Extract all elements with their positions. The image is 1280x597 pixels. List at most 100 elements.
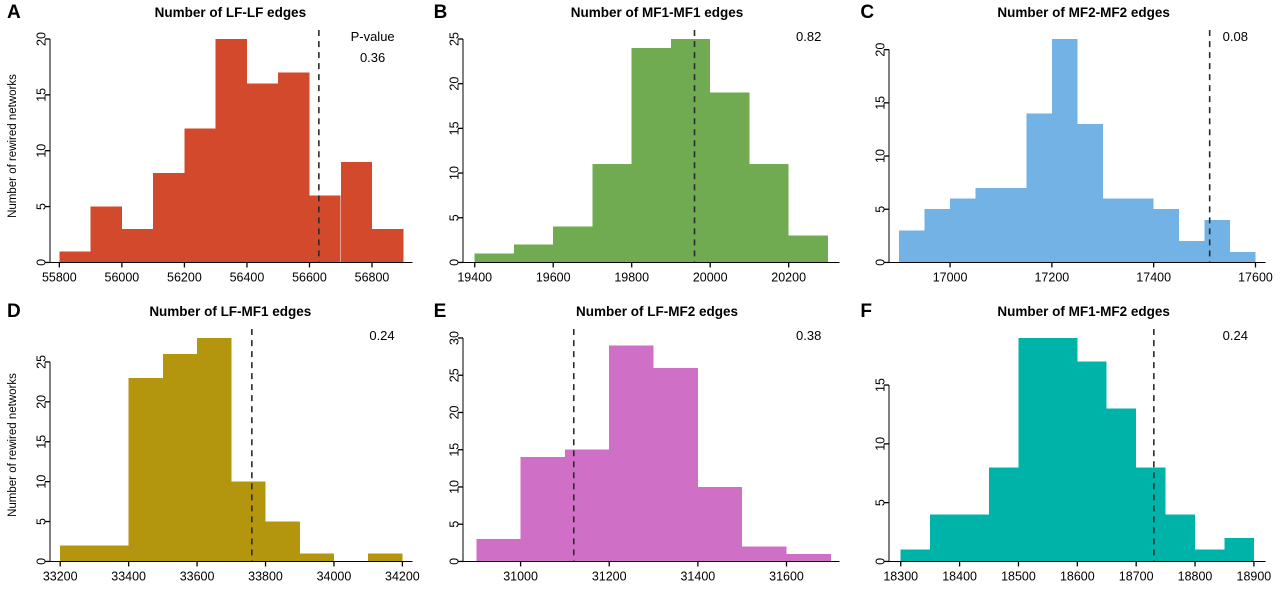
y-axis-label-a: Number of rewired networks: [7, 74, 19, 218]
svg-text:33400: 33400: [111, 569, 146, 583]
panel-d: D Number of LF-MF1 edges Number of rewir…: [0, 299, 427, 597]
panel-letter-a: A: [7, 2, 21, 23]
svg-text:17200: 17200: [1035, 270, 1070, 284]
y-axis-label-e: [433, 355, 447, 535]
p-value: 0.24: [369, 327, 395, 343]
p-value-annotation-a: P-value 0.36: [351, 27, 395, 69]
histogram-lf-lf: 55800 56000 56200 56400 56600 56800 0 5 10 15 20: [34, 30, 413, 284]
panel-f: F Number of MF1-MF2 edges 0.24 18300 1840…: [853, 299, 1280, 597]
svg-text:15: 15: [874, 378, 888, 392]
p-value-annotation-b: 0.82: [796, 27, 821, 48]
y-axis-label-f: [859, 355, 873, 535]
svg-text:10: 10: [874, 436, 888, 450]
svg-text:33600: 33600: [180, 569, 215, 583]
svg-text:0: 0: [447, 557, 461, 564]
histogram-lf-mf2: 31000 31200 31400 31600 0 5 10 15 20 25 30: [447, 328, 840, 583]
svg-text:56000: 56000: [105, 270, 140, 284]
svg-text:33800: 33800: [248, 569, 283, 583]
svg-text:17600: 17600: [1238, 270, 1273, 284]
svg-text:18300: 18300: [884, 569, 919, 583]
svg-text:17000: 17000: [933, 270, 968, 284]
svg-text:18700: 18700: [1119, 569, 1154, 583]
p-value: 0.36: [359, 49, 386, 65]
p-value-annotation-f: 0.24: [1223, 326, 1248, 347]
panel-c: C Number of MF2-MF2 edges 0.08 17000 1720…: [853, 0, 1280, 299]
histogram-mf1-mf1: 19400 19600 19800 20000 20200 0 5 10 15 20 25: [447, 30, 840, 284]
p-value: 0.24: [1222, 327, 1248, 343]
svg-text:5: 5: [874, 499, 888, 506]
svg-text:0: 0: [34, 259, 48, 266]
svg-text:25: 25: [447, 32, 461, 46]
svg-text:18900: 18900: [1237, 569, 1272, 583]
panel-letter-b: B: [433, 2, 448, 23]
panel-title-b: Number of MF1-MF1 edges: [570, 5, 744, 20]
p-value: 0.08: [1222, 29, 1248, 44]
y-axis-label-d: Number of rewired networks: [7, 372, 19, 517]
p-value: 0.82: [796, 29, 822, 44]
svg-text:17400: 17400: [1137, 270, 1172, 284]
p-value-label: P-value: [350, 29, 395, 44]
svg-text:0: 0: [447, 259, 461, 266]
panel-letter-d: D: [7, 300, 21, 322]
p-value-annotation-d: 0.24: [369, 326, 394, 347]
panel-letter-e: E: [433, 300, 447, 322]
svg-text:10: 10: [447, 479, 461, 493]
y-axis-label-c: [859, 56, 873, 236]
svg-text:33200: 33200: [43, 569, 78, 583]
svg-text:20: 20: [34, 394, 48, 408]
svg-text:5: 5: [34, 203, 48, 210]
svg-text:31200: 31200: [592, 569, 627, 583]
svg-text:34000: 34000: [317, 569, 352, 583]
svg-text:18800: 18800: [1178, 569, 1213, 583]
svg-text:19800: 19800: [614, 270, 649, 284]
svg-text:20200: 20200: [771, 270, 806, 284]
panel-title-c: Number of MF2-MF2 edges: [997, 5, 1170, 20]
panel-b: B Number of MF1-MF1 edges 0.82 19400 1960…: [427, 0, 854, 299]
svg-text:18600: 18600: [1060, 569, 1095, 583]
svg-text:20: 20: [447, 77, 461, 91]
svg-text:19400: 19400: [457, 270, 492, 284]
histogram-mf1-mf2: 18300 18400 18500 18600 18700 18800 18900 0 5 10 1…: [874, 328, 1272, 583]
svg-text:56600: 56600: [292, 270, 327, 284]
p-value-annotation-e: 0.38: [796, 326, 821, 347]
svg-text:5: 5: [447, 214, 461, 221]
svg-text:15: 15: [34, 434, 48, 448]
svg-text:55800: 55800: [42, 270, 77, 284]
svg-text:10: 10: [874, 149, 888, 163]
svg-text:0: 0: [874, 259, 888, 266]
svg-text:10: 10: [34, 474, 48, 488]
svg-text:10: 10: [447, 166, 461, 180]
svg-text:15: 15: [447, 121, 461, 135]
svg-text:30: 30: [447, 330, 461, 344]
svg-text:5: 5: [34, 518, 48, 525]
svg-text:20: 20: [447, 405, 461, 419]
svg-text:15: 15: [34, 88, 48, 102]
histogram-lf-mf1: 33200 33400 33600 33800 34000 34200 0 5 10 15 20 25: [34, 328, 420, 583]
svg-text:56200: 56200: [167, 270, 202, 284]
svg-text:10: 10: [34, 144, 48, 158]
svg-text:20000: 20000: [692, 270, 727, 284]
svg-text:0: 0: [34, 557, 48, 564]
svg-text:25: 25: [447, 368, 461, 382]
svg-text:20: 20: [874, 43, 888, 57]
svg-text:34200: 34200: [385, 569, 420, 583]
panel-title-d: Number of LF-MF1 edges: [149, 303, 312, 319]
svg-text:15: 15: [874, 96, 888, 110]
svg-text:5: 5: [874, 206, 888, 213]
panel-a: A Number of LF-LF edges Number of rewire…: [0, 0, 427, 299]
svg-text:56800: 56800: [355, 270, 390, 284]
svg-text:31000: 31000: [503, 569, 538, 583]
svg-text:25: 25: [34, 354, 48, 368]
y-axis-label-b: [433, 56, 447, 236]
svg-text:18400: 18400: [943, 569, 978, 583]
svg-text:18500: 18500: [1001, 569, 1036, 583]
svg-text:31600: 31600: [769, 569, 804, 583]
svg-text:15: 15: [447, 442, 461, 456]
p-value-annotation-c: 0.08: [1223, 27, 1248, 48]
svg-text:19600: 19600: [536, 270, 571, 284]
panel-letter-c: C: [860, 2, 875, 23]
svg-text:0: 0: [874, 557, 888, 564]
svg-text:5: 5: [447, 520, 461, 527]
panel-letter-f: F: [860, 300, 872, 322]
